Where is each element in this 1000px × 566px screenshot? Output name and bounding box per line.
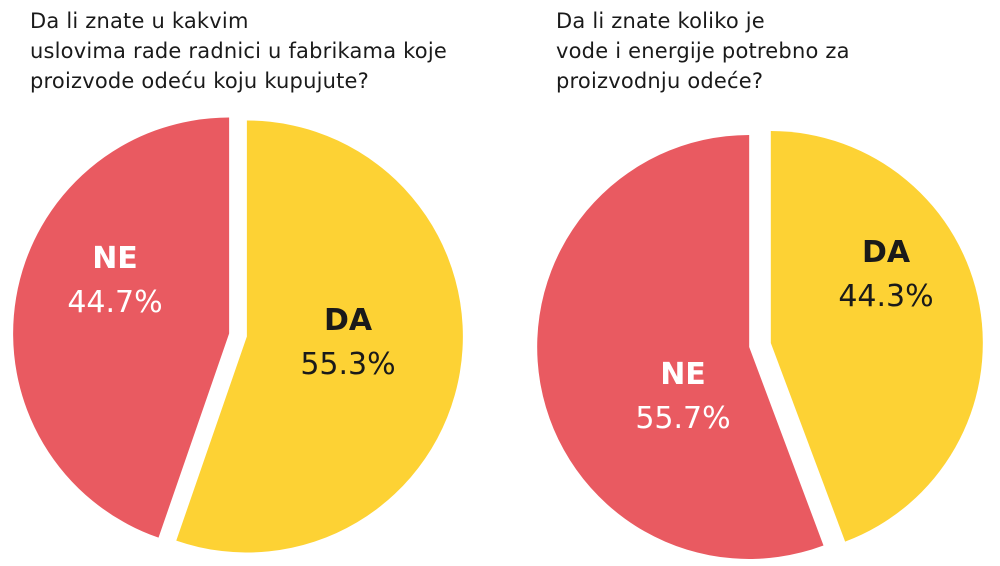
chart-2-slice-da <box>770 131 983 542</box>
chart-2-value-da: 44.3% <box>838 279 933 314</box>
chart-1-value-da: 55.3% <box>300 347 395 382</box>
chart-2-label-da: DA <box>862 235 911 270</box>
chart-1-slice-ne <box>13 117 230 538</box>
chart-1-label-da: DA <box>324 303 373 338</box>
chart-2-slice-ne <box>537 134 824 559</box>
chart-1-label-ne: NE <box>92 241 138 276</box>
chart-1-value-ne: 44.7% <box>67 285 162 320</box>
chart-2-value-ne: 55.7% <box>635 401 730 436</box>
chart-2-label-ne: NE <box>660 357 706 392</box>
chart-2-title: Da li znate koliko je vode i energije po… <box>556 9 850 93</box>
chart-1-title: Da li znate u kakvim uslovima rade radni… <box>30 9 447 93</box>
chart-1-slice-da <box>176 120 463 553</box>
